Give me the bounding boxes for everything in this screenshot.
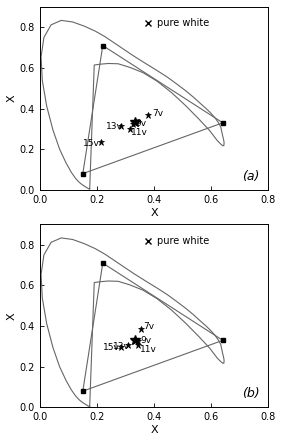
- Text: 11v: 11v: [131, 128, 148, 137]
- Text: (b): (b): [242, 387, 259, 400]
- Text: (a): (a): [242, 170, 259, 183]
- Text: 7v: 7v: [152, 109, 163, 118]
- Y-axis label: X: X: [7, 312, 17, 320]
- X-axis label: X: X: [150, 425, 158, 435]
- X-axis label: X: X: [150, 208, 158, 217]
- Text: 9v: 9v: [141, 336, 152, 346]
- Y-axis label: X: X: [7, 95, 17, 102]
- Text: 15v: 15v: [83, 139, 100, 148]
- Text: pure white: pure white: [157, 236, 209, 246]
- Text: 13v: 13v: [106, 122, 123, 131]
- Text: 15v: 15v: [103, 343, 120, 352]
- Text: 7v: 7v: [144, 322, 155, 331]
- Text: pure white: pure white: [157, 18, 209, 28]
- Text: 13v: 13v: [113, 342, 130, 351]
- Text: 11v: 11v: [140, 345, 157, 354]
- Text: 9v: 9v: [136, 119, 147, 128]
